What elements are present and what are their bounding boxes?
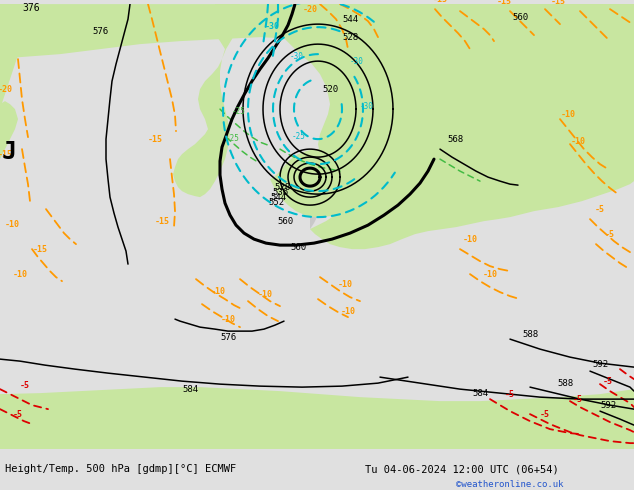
Text: -15: -15 <box>155 217 169 225</box>
Text: 552: 552 <box>268 197 284 207</box>
Text: 588: 588 <box>522 330 538 339</box>
Text: -15: -15 <box>148 135 162 144</box>
Text: 544: 544 <box>270 193 286 201</box>
Text: Tu 04-06-2024 12:00 UTC (06+54): Tu 04-06-2024 12:00 UTC (06+54) <box>365 465 559 474</box>
Text: -5: -5 <box>573 394 583 404</box>
Text: 560: 560 <box>290 243 306 252</box>
Text: -20: -20 <box>0 85 13 94</box>
Polygon shape <box>0 4 30 109</box>
Text: -30: -30 <box>265 22 280 31</box>
Text: 560: 560 <box>277 217 293 225</box>
Polygon shape <box>270 149 354 217</box>
Text: -5: -5 <box>20 381 30 390</box>
Text: -5: -5 <box>540 410 550 418</box>
Text: -30: -30 <box>350 57 364 66</box>
Text: -5: -5 <box>605 230 615 239</box>
Text: -30: -30 <box>360 102 374 111</box>
Text: -20: -20 <box>302 4 318 14</box>
Polygon shape <box>173 4 240 197</box>
Text: -25: -25 <box>226 134 240 143</box>
Polygon shape <box>275 4 634 249</box>
Text: 592: 592 <box>600 401 616 410</box>
Text: 528: 528 <box>274 183 290 192</box>
Text: 588: 588 <box>557 379 573 388</box>
Text: -25: -25 <box>292 132 306 141</box>
Polygon shape <box>92 399 104 407</box>
Text: 592: 592 <box>592 360 608 368</box>
Text: -10: -10 <box>560 110 576 119</box>
Polygon shape <box>0 387 634 449</box>
Polygon shape <box>294 156 342 229</box>
Text: -10: -10 <box>462 235 477 244</box>
Text: -10: -10 <box>13 270 27 279</box>
Text: -10: -10 <box>4 220 20 229</box>
Text: -10: -10 <box>482 270 498 279</box>
Text: 520: 520 <box>322 85 338 94</box>
Text: 544: 544 <box>342 15 358 24</box>
Text: 376: 376 <box>22 3 39 13</box>
Text: Height/Temp. 500 hPa [gdmp][°C] ECMWF: Height/Temp. 500 hPa [gdmp][°C] ECMWF <box>5 465 236 474</box>
Text: -10: -10 <box>257 290 273 298</box>
Text: 568: 568 <box>447 135 463 144</box>
Text: -15: -15 <box>32 245 48 254</box>
Text: -10: -10 <box>337 280 353 289</box>
Polygon shape <box>310 4 634 53</box>
Text: -5: -5 <box>505 390 515 399</box>
Text: -10: -10 <box>210 287 226 295</box>
Text: -10: -10 <box>571 137 586 146</box>
Text: -5: -5 <box>595 205 605 214</box>
Text: -5: -5 <box>603 377 613 386</box>
Polygon shape <box>0 101 18 159</box>
Text: -5: -5 <box>13 410 23 418</box>
Text: 560: 560 <box>512 13 528 22</box>
Text: -15: -15 <box>496 0 512 5</box>
Polygon shape <box>105 407 122 416</box>
Text: 536: 536 <box>272 188 288 196</box>
Text: 576: 576 <box>220 333 236 342</box>
Text: 528: 528 <box>342 33 358 42</box>
Text: J: J <box>2 140 17 164</box>
Polygon shape <box>300 4 634 41</box>
Text: 584: 584 <box>182 385 198 393</box>
Text: 584: 584 <box>472 389 488 397</box>
Text: -25: -25 <box>232 107 246 116</box>
Text: -10: -10 <box>221 315 235 323</box>
Text: -30: -30 <box>290 52 304 61</box>
Text: -10: -10 <box>340 307 356 316</box>
Text: ©weatheronline.co.uk: ©weatheronline.co.uk <box>456 480 564 489</box>
Text: -15: -15 <box>432 0 448 3</box>
Text: -15: -15 <box>0 149 13 159</box>
Polygon shape <box>0 4 634 59</box>
Text: -15: -15 <box>550 0 566 5</box>
Text: 576: 576 <box>92 26 108 36</box>
